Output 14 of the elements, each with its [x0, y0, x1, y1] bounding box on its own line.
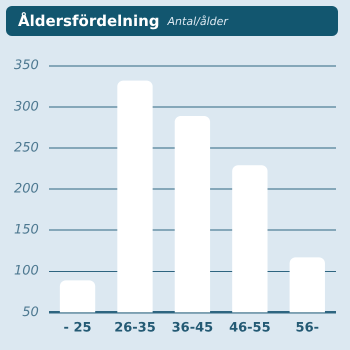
y-tick-label: 150	[14, 222, 39, 238]
x-tick-label: 56-	[296, 320, 320, 336]
x-tick-label: - 25	[64, 320, 92, 336]
chart-subtitle: Antal/ålder	[168, 14, 228, 28]
y-tick-label: 100	[14, 264, 39, 279]
y-tick-label: 50	[22, 304, 39, 320]
y-tick-label: 200	[14, 181, 39, 196]
y-tick-label: 250	[14, 140, 39, 156]
x-tick-label: 26-35	[114, 320, 156, 336]
chart-title: Åldersfördelning	[18, 12, 160, 30]
x-tick-label: 36-45	[172, 320, 214, 336]
y-tick-label: 300	[14, 99, 39, 114]
x-tick-label: 46-55	[229, 320, 271, 336]
y-tick-label: 350	[14, 58, 39, 74]
